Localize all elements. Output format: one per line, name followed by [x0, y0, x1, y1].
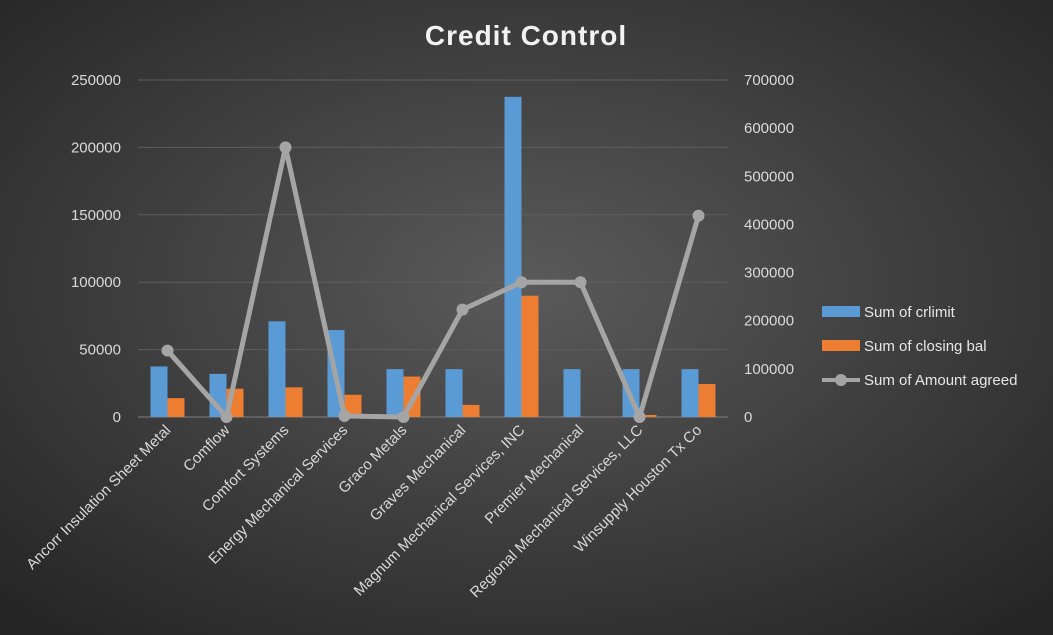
chart-title: Credit Control [425, 20, 627, 51]
bar-sum-of-closing-bal [462, 404, 480, 417]
bar-sum-of-closing-bal [285, 387, 303, 417]
y-right-tick-label: 200000 [744, 313, 794, 330]
line-point [692, 209, 705, 222]
bar-sum-of-closing-bal [698, 383, 716, 417]
y-right-tick-label: 600000 [744, 120, 794, 137]
legend-swatch-marker [835, 374, 847, 386]
y-right-tick-label: 500000 [744, 168, 794, 185]
bar-sum-of-crlimit [445, 369, 463, 417]
line-point [515, 276, 528, 289]
line-point [456, 303, 469, 316]
y-right-tick-label: 300000 [744, 265, 794, 282]
y-left-tick-label: 0 [113, 409, 121, 426]
line-series-amount-agreed [165, 144, 701, 420]
legend-label: Sum of closing bal [864, 338, 987, 355]
line-point [338, 410, 351, 423]
bar-sum-of-closing-bal [344, 394, 362, 417]
bar-sum-of-crlimit [563, 369, 581, 417]
bar-sum-of-crlimit [504, 96, 522, 417]
bar-sum-of-crlimit [681, 369, 699, 417]
y-right-tick-label: 400000 [744, 216, 794, 233]
legend-label: Sum of Amount agreed [864, 372, 1017, 389]
bar-sum-of-closing-bal [639, 414, 657, 417]
line-point [574, 276, 587, 289]
y-left-tick-label: 100000 [71, 274, 121, 291]
line-point [161, 344, 174, 357]
y-right-tick-label: 0 [744, 409, 752, 426]
legend-label: Sum of crlimit [864, 304, 956, 321]
legend-swatch [822, 340, 860, 351]
bar-sum-of-crlimit [386, 369, 404, 417]
line-point [279, 141, 292, 154]
bar-sum-of-closing-bal [521, 295, 539, 417]
y-left-tick-label: 200000 [71, 139, 121, 156]
legend: Sum of crlimit Sum of closing bal Sum of A… [822, 304, 1017, 389]
line-layer [161, 141, 705, 423]
bar-layer [150, 96, 716, 417]
line-point [220, 411, 233, 423]
y-left-tick-label: 50000 [79, 342, 121, 359]
bar-sum-of-crlimit [150, 366, 168, 417]
y-right-tick-label: 700000 [744, 72, 794, 89]
y-left-tick-label: 150000 [71, 207, 121, 224]
y-left-tick-label: 250000 [71, 72, 121, 89]
bar-sum-of-closing-bal [167, 398, 185, 417]
legend-swatch [822, 306, 860, 317]
y-right-tick-label: 100000 [744, 361, 794, 378]
line-point [397, 411, 410, 423]
line-point [633, 411, 646, 423]
bar-sum-of-crlimit [268, 321, 286, 417]
